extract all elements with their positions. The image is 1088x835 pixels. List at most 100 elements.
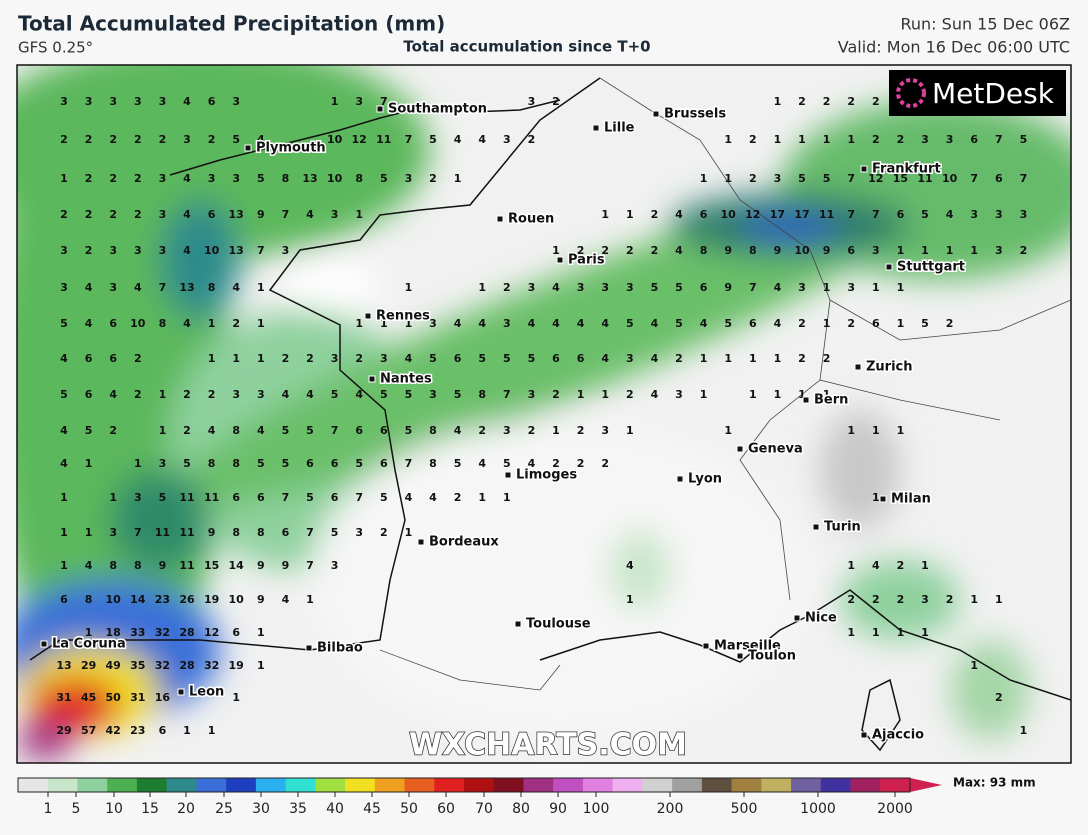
grid-value: 4 xyxy=(946,208,954,221)
grid-value: 3 xyxy=(528,388,536,401)
colorbar-label: 500 xyxy=(731,801,758,817)
grid-value: 2 xyxy=(626,244,634,257)
grid-value: 4 xyxy=(651,317,659,330)
grid-value: 6 xyxy=(60,593,68,606)
grid-value: 6 xyxy=(159,724,167,737)
grid-value: 3 xyxy=(601,424,609,437)
grid-value: 6 xyxy=(454,352,462,365)
grid-value: 5 xyxy=(282,457,290,470)
grid-value: 2 xyxy=(577,457,585,470)
city-marker xyxy=(885,263,893,271)
grid-value: 3 xyxy=(159,244,167,257)
grid-value: 1 xyxy=(970,593,978,606)
grid-value: 7 xyxy=(380,95,388,108)
grid-value: 1 xyxy=(798,388,806,401)
grid-value: 6 xyxy=(331,457,339,470)
colorbar-swatch xyxy=(47,778,78,792)
grid-value: 2 xyxy=(675,352,683,365)
grid-value: 19 xyxy=(204,593,219,606)
grid-value: 1 xyxy=(921,626,929,639)
grid-value: 13 xyxy=(179,281,194,294)
grid-value: 11 xyxy=(819,208,834,221)
grid-value: 2 xyxy=(503,281,511,294)
grid-value: 2 xyxy=(1020,244,1028,257)
grid-value: 31 xyxy=(56,691,71,704)
grid-value: 2 xyxy=(749,172,757,185)
grid-value: 9 xyxy=(774,244,782,257)
grid-value: 1 xyxy=(159,388,167,401)
grid-value: 2 xyxy=(823,352,831,365)
colorbar-swatch xyxy=(196,778,227,792)
colorbar-swatch xyxy=(226,778,257,792)
city-label: Bordeaux xyxy=(429,535,499,550)
grid-value: 4 xyxy=(208,424,216,437)
grid-value: 9 xyxy=(257,593,265,606)
grid-value: 1 xyxy=(208,352,216,365)
grid-value: 4 xyxy=(478,133,486,146)
grid-value: 1 xyxy=(257,281,265,294)
grid-value: 8 xyxy=(85,593,93,606)
city-marker xyxy=(496,215,504,223)
grid-value: 10 xyxy=(106,593,122,606)
grid-value: 8 xyxy=(208,281,216,294)
colorbar-swatch xyxy=(285,778,316,792)
grid-value: 4 xyxy=(552,281,560,294)
grid-value: 2 xyxy=(306,352,314,365)
grid-value: 7 xyxy=(872,208,880,221)
grid-value: 13 xyxy=(229,208,244,221)
grid-value: 6 xyxy=(208,208,216,221)
grid-value: 6 xyxy=(85,352,93,365)
grid-value: 2 xyxy=(749,133,757,146)
grid-value: 4 xyxy=(355,388,363,401)
grid-value: 2 xyxy=(380,526,388,539)
grid-value: 3 xyxy=(946,133,954,146)
grid-value: 28 xyxy=(179,659,194,672)
grid-value: 5 xyxy=(380,388,388,401)
grid-value: 5 xyxy=(651,281,659,294)
grid-value: 17 xyxy=(770,208,785,221)
grid-value: 5 xyxy=(85,424,93,437)
grid-value: 3 xyxy=(257,388,265,401)
grid-value: 12 xyxy=(868,172,883,185)
grid-value: 5 xyxy=(798,172,806,185)
colorbar-label: 200 xyxy=(657,801,684,817)
city-marker xyxy=(514,620,522,628)
grid-value: 4 xyxy=(183,172,191,185)
grid-value: 4 xyxy=(282,593,290,606)
colorbar-swatch xyxy=(493,778,524,792)
grid-value: 8 xyxy=(355,172,363,185)
city-label: Southampton xyxy=(388,102,487,117)
grid-value: 3 xyxy=(774,172,782,185)
colorbar-swatch xyxy=(107,778,138,792)
grid-value: 9 xyxy=(257,208,265,221)
grid-value: 1 xyxy=(454,172,462,185)
city-marker xyxy=(676,475,684,483)
grid-value: 2 xyxy=(232,317,240,330)
colorbar-label: 1000 xyxy=(800,801,836,817)
grid-value: 4 xyxy=(552,317,560,330)
colorbar-swatch xyxy=(166,778,197,792)
grid-value: 1 xyxy=(774,95,782,108)
grid-value: 3 xyxy=(921,593,929,606)
grid-value: 7 xyxy=(134,526,142,539)
city-marker xyxy=(305,644,313,652)
grid-value: 3 xyxy=(159,208,167,221)
grid-value: 3 xyxy=(134,491,142,504)
grid-value: 2 xyxy=(355,352,363,365)
grid-value: 1 xyxy=(552,424,560,437)
grid-value: 13 xyxy=(56,659,71,672)
grid-value: 2 xyxy=(823,95,831,108)
grid-value: 6 xyxy=(700,281,708,294)
grid-value: 3 xyxy=(601,281,609,294)
grid-value: 4 xyxy=(651,352,659,365)
colorbar-swatch xyxy=(404,778,435,792)
grid-value: 3 xyxy=(232,172,240,185)
grid-value: 1 xyxy=(208,724,216,737)
colorbar-swatch xyxy=(672,778,703,792)
grid-value: 3 xyxy=(134,95,142,108)
grid-value: 5 xyxy=(675,281,683,294)
grid-value: 4 xyxy=(675,244,683,257)
grid-value: 8 xyxy=(232,526,240,539)
grid-value: 4 xyxy=(454,133,462,146)
city-marker xyxy=(417,538,425,546)
